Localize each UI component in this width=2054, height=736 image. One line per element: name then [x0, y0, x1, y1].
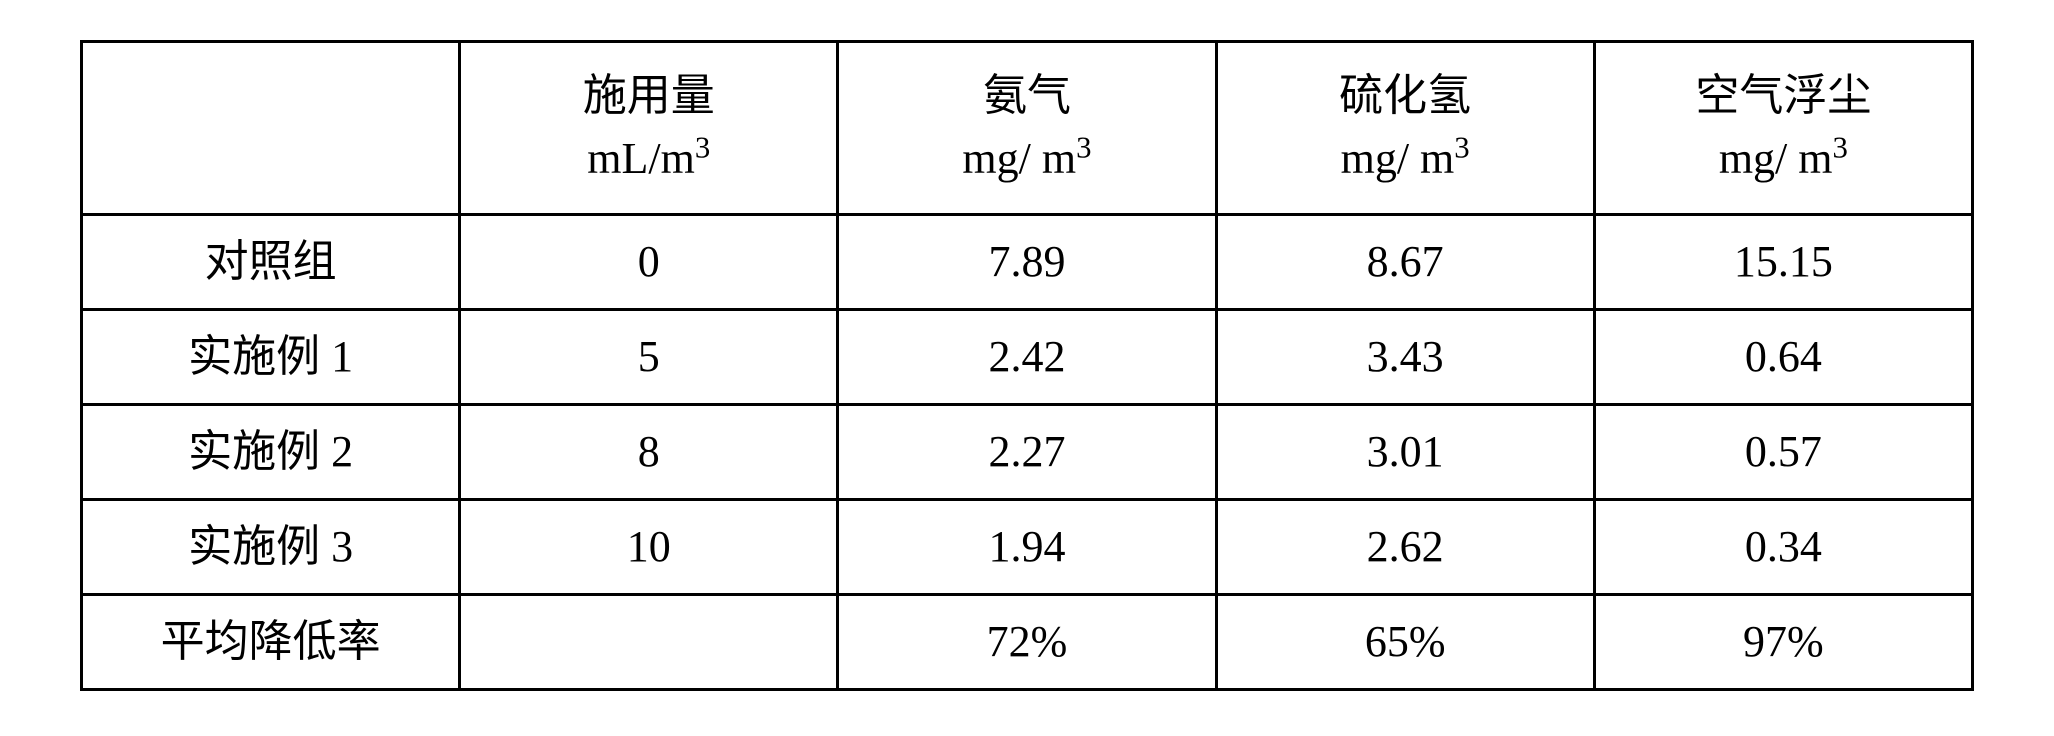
table-row: 对照组 0 7.89 8.67 15.15 [82, 215, 1973, 310]
cell-value: 0.34 [1594, 500, 1972, 595]
cell-value: 0.57 [1594, 405, 1972, 500]
cell-value: 2.42 [838, 310, 1216, 405]
cell-value: 2.27 [838, 405, 1216, 500]
page: 施用量 mL/m3 氨气 mg/ m3 硫化氢 mg/ m3 [0, 0, 2054, 736]
data-table: 施用量 mL/m3 氨气 mg/ m3 硫化氢 mg/ m3 [80, 40, 1974, 691]
table-row: 平均降低率 72% 65% 97% [82, 595, 1973, 690]
header-cell-h2s: 硫化氢 mg/ m3 [1216, 42, 1594, 215]
header-cell-dosage: 施用量 mL/m3 [460, 42, 838, 215]
cell-value: 7.89 [838, 215, 1216, 310]
table-head: 施用量 mL/m3 氨气 mg/ m3 硫化氢 mg/ m3 [82, 42, 1973, 215]
table-body: 对照组 0 7.89 8.67 15.15 实施例 1 5 2.42 3.43 … [82, 215, 1973, 690]
row-label: 实施例 3 [82, 500, 460, 595]
header-label: 硫化氢 [1339, 70, 1471, 123]
table-row: 实施例 2 8 2.27 3.01 0.57 [82, 405, 1973, 500]
table-row: 实施例 1 5 2.42 3.43 0.64 [82, 310, 1973, 405]
row-label: 对照组 [82, 215, 460, 310]
cell-value: 65% [1216, 595, 1594, 690]
header-cell-ammonia: 氨气 mg/ m3 [838, 42, 1216, 215]
header-row: 施用量 mL/m3 氨气 mg/ m3 硫化氢 mg/ m3 [82, 42, 1973, 215]
cell-value: 8 [460, 405, 838, 500]
row-label: 实施例 1 [82, 310, 460, 405]
cell-value: 15.15 [1594, 215, 1972, 310]
cell-value: 72% [838, 595, 1216, 690]
row-label: 实施例 2 [82, 405, 460, 500]
header-unit: mg/ m3 [1341, 133, 1470, 186]
cell-value: 8.67 [1216, 215, 1594, 310]
cell-value: 5 [460, 310, 838, 405]
row-label: 平均降低率 [82, 595, 460, 690]
header-cell-rowlabel [82, 42, 460, 215]
header-label: 氨气 [983, 70, 1071, 123]
cell-value: 3.01 [1216, 405, 1594, 500]
header-cell-dust: 空气浮尘 mg/ m3 [1594, 42, 1972, 215]
cell-value: 10 [460, 500, 838, 595]
cell-value: 0.64 [1594, 310, 1972, 405]
header-unit: mg/ m3 [962, 133, 1091, 186]
header-label: 施用量 [583, 70, 715, 123]
cell-value: 97% [1594, 595, 1972, 690]
cell-value: 3.43 [1216, 310, 1594, 405]
cell-value: 2.62 [1216, 500, 1594, 595]
cell-value: 0 [460, 215, 838, 310]
header-unit: mL/m3 [587, 133, 710, 186]
cell-value [460, 595, 838, 690]
cell-value: 1.94 [838, 500, 1216, 595]
header-unit: mg/ m3 [1719, 133, 1848, 186]
header-label: 空气浮尘 [1695, 70, 1871, 123]
table-row: 实施例 3 10 1.94 2.62 0.34 [82, 500, 1973, 595]
